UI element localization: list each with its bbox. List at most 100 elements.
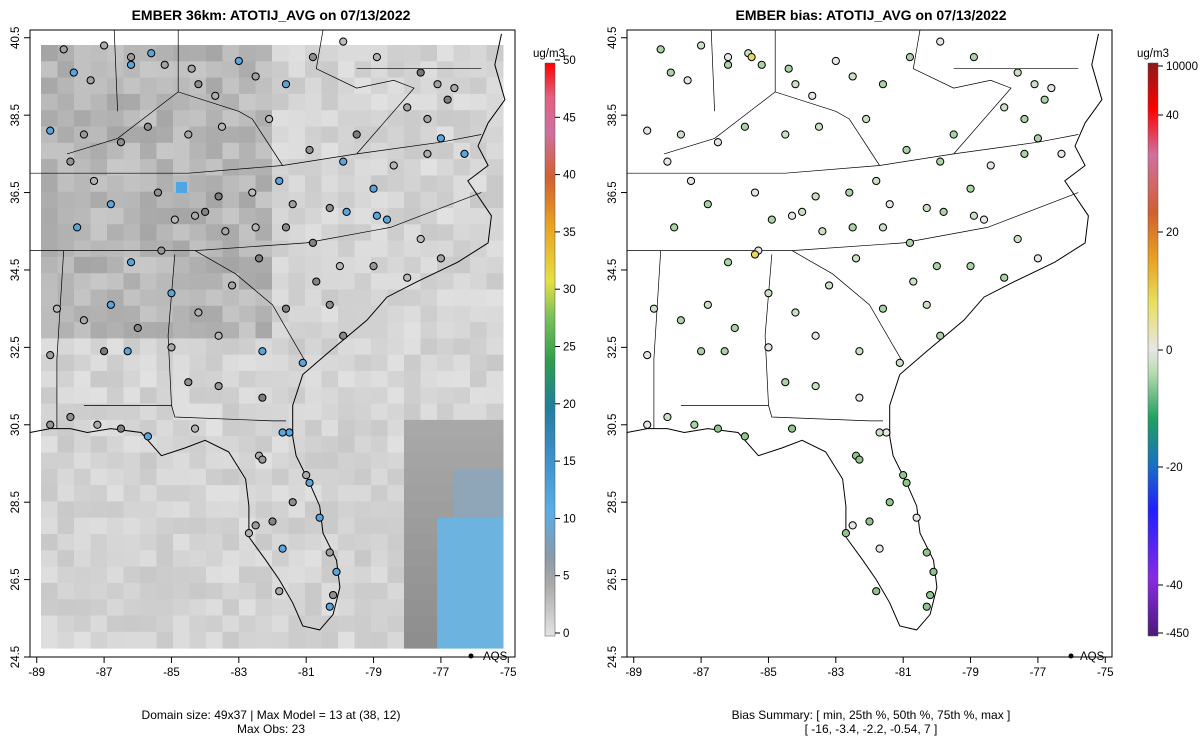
heatmap-cell	[156, 354, 174, 372]
heatmap-cell	[321, 354, 339, 372]
heatmap-cell	[239, 289, 256, 307]
heatmap-cell	[239, 468, 256, 486]
aqs-site-marker	[302, 470, 311, 480]
heatmap-cell	[74, 599, 91, 616]
aqs-site-marker	[184, 378, 193, 387]
heatmap-cell	[123, 485, 141, 502]
heatmap-cell	[354, 240, 372, 258]
state-border	[30, 192, 482, 251]
aqs-site-marker	[187, 64, 196, 73]
heatmap-cell	[107, 159, 124, 176]
aqs-site-marker	[201, 207, 210, 217]
heatmap-cell	[123, 419, 141, 437]
state-border	[912, 30, 1012, 155]
bias-site-marker	[855, 347, 864, 356]
heatmap-cell	[470, 191, 487, 209]
heatmap-cell	[74, 550, 91, 568]
bias-panel: EMBER bias: ATOTIJ_AVG on 07/13/2022 -89…	[607, 7, 1198, 736]
heatmap-cell	[288, 240, 306, 258]
heatmap-cell	[206, 289, 223, 307]
heatmap-cell	[453, 517, 471, 535]
heatmap-cell	[222, 77, 240, 95]
heatmap-cell	[387, 45, 405, 62]
aqs-site-marker	[160, 60, 169, 69]
bias-site-marker	[696, 347, 706, 356]
aqs-site-marker	[281, 223, 291, 232]
heatmap-cell	[387, 387, 405, 405]
heatmap-cell	[74, 387, 91, 405]
bias-site-marker	[757, 60, 766, 69]
bias-site-marker	[811, 381, 820, 391]
heatmap-cell	[107, 452, 124, 470]
heatmap-cell	[173, 354, 190, 372]
heatmap-cell	[74, 159, 91, 176]
heatmap-cell	[173, 305, 190, 323]
heatmap-cell	[387, 208, 405, 225]
heatmap-cell	[288, 61, 306, 79]
heatmap-cell	[222, 403, 240, 421]
aqs-site-marker	[298, 358, 307, 367]
heatmap-cell	[222, 256, 240, 274]
heatmap-cell	[404, 615, 421, 633]
heatmap-cell	[288, 534, 306, 551]
heatmap-cell	[255, 566, 273, 584]
heatmap-cell	[222, 354, 240, 372]
bias-summary-header: Bias Summary: [ min, 25th %, 50th %, 75t…	[732, 708, 1011, 722]
bias-site-marker	[872, 176, 881, 186]
heatmap-cell	[437, 387, 454, 405]
heatmap-cell	[437, 208, 454, 225]
heatmap-cell	[338, 61, 355, 79]
bias-site-marker	[764, 289, 773, 298]
heatmap-cell	[354, 338, 372, 356]
bias-site-marker	[781, 130, 790, 139]
heatmap-cell	[255, 371, 273, 388]
heatmap-cell	[305, 403, 322, 421]
heatmap-cell	[305, 615, 322, 633]
heatmap-cell	[156, 566, 174, 584]
heatmap-cell	[305, 419, 322, 437]
heatmap-cell	[288, 273, 306, 290]
heatmap-cell	[123, 631, 141, 649]
heatmap-cell	[90, 387, 108, 405]
y-tick-label: 30.5	[10, 414, 22, 436]
heatmap-cell	[321, 322, 339, 339]
colorbar-tick-label: 50	[563, 55, 576, 67]
colorbar-tick-label: 0	[563, 628, 569, 640]
heatmap-cell	[239, 77, 256, 95]
heatmap-cell	[288, 142, 306, 160]
heatmap-cell	[189, 110, 207, 127]
bias-site-marker	[696, 41, 706, 50]
bias-site-marker	[922, 548, 931, 557]
heatmap-cell	[470, 256, 487, 274]
heatmap-cell	[189, 142, 207, 160]
heatmap-cell	[206, 468, 223, 486]
heatmap-cell	[123, 224, 141, 242]
heatmap-cell	[173, 419, 190, 437]
heatmap-cell	[305, 485, 322, 502]
heatmap-cell	[57, 517, 75, 535]
heatmap-cell	[288, 550, 306, 568]
heatmap-cell	[107, 550, 124, 568]
heatmap-cell	[239, 322, 256, 339]
heatmap-cell	[74, 273, 91, 290]
aqs-site-marker	[275, 587, 284, 596]
heatmap-cell	[90, 501, 108, 519]
heatmap-cell	[239, 452, 256, 470]
heatmap-cell	[354, 322, 372, 339]
heatmap-cell	[387, 403, 405, 421]
state-border	[66, 91, 179, 155]
aqs-site-marker	[335, 261, 344, 271]
heatmap-cell	[305, 61, 322, 79]
heatmap-cell	[41, 566, 58, 584]
heatmap-cell	[140, 240, 157, 258]
heatmap-cell	[90, 110, 108, 127]
heatmap-cell	[222, 550, 240, 568]
state-border	[774, 30, 880, 166]
heatmap-cell	[437, 615, 454, 633]
heatmap-cell	[255, 419, 273, 437]
bias-site-marker	[851, 254, 861, 263]
heatmap-cell	[255, 631, 273, 649]
bias-site-marker	[909, 277, 918, 286]
aqs-site-marker	[339, 157, 348, 166]
heatmap-cell	[41, 371, 58, 388]
